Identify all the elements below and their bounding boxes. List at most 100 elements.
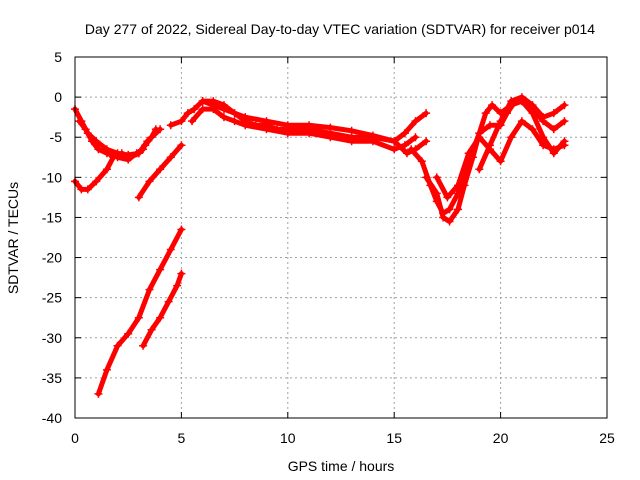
data-point xyxy=(113,153,122,162)
y-tick-label: -10 xyxy=(42,169,62,185)
data-point xyxy=(177,141,186,150)
data-point xyxy=(94,389,103,398)
data-point xyxy=(198,105,207,114)
data-point xyxy=(496,157,505,166)
data-point xyxy=(539,113,548,122)
y-axis-label: SDTVAR / TECUs xyxy=(5,182,21,294)
data-point xyxy=(496,117,505,126)
data-point xyxy=(83,185,92,194)
data-point xyxy=(183,109,192,118)
y-tick-label: -40 xyxy=(42,410,62,426)
series-line xyxy=(140,271,184,349)
data-point xyxy=(177,269,186,278)
series-arc-i xyxy=(198,97,431,158)
data-point xyxy=(139,145,148,154)
data-point xyxy=(390,137,399,146)
data-point xyxy=(92,177,101,186)
data-point xyxy=(481,109,490,118)
data-point xyxy=(305,129,314,138)
axis-ticks: 0 5 10 15 20 25 5 0 -5 -10 -15 -20 -25 -30 -35 -40 xyxy=(42,49,615,446)
series-arc-l xyxy=(432,117,569,202)
y-tick-label: -30 xyxy=(42,330,62,346)
data-point xyxy=(560,141,569,150)
data-point xyxy=(549,125,558,134)
data-point xyxy=(485,121,494,130)
data-point xyxy=(517,93,526,102)
data-point xyxy=(177,117,186,126)
data-point xyxy=(166,153,175,162)
grid-lines xyxy=(75,57,607,418)
data-point xyxy=(402,149,411,158)
data-point xyxy=(507,97,516,106)
y-tick-label: 5 xyxy=(54,49,62,65)
y-tick-label: -5 xyxy=(50,129,63,145)
data-point xyxy=(368,131,377,140)
data-point xyxy=(560,117,569,126)
data-point xyxy=(88,137,97,146)
data-point xyxy=(283,121,292,130)
data-point xyxy=(81,125,90,134)
data-point xyxy=(443,193,452,202)
data-point xyxy=(422,137,431,146)
x-tick-label: 25 xyxy=(599,430,615,446)
data-point xyxy=(188,117,197,126)
x-tick-label: 20 xyxy=(493,430,509,446)
data-point xyxy=(124,329,133,338)
data-point xyxy=(464,149,473,158)
data-point xyxy=(507,133,516,142)
data-point xyxy=(75,117,84,126)
data-point xyxy=(549,109,558,118)
data-point xyxy=(326,133,335,142)
data-point xyxy=(517,117,526,126)
data-point xyxy=(454,181,463,190)
data-point xyxy=(417,157,426,166)
data-point xyxy=(230,117,239,126)
y-tick-label: 0 xyxy=(54,89,62,105)
data-point xyxy=(326,123,335,132)
data-point xyxy=(528,125,537,134)
series-arc-f xyxy=(139,269,186,350)
data-point xyxy=(475,165,484,174)
data-point xyxy=(124,155,133,164)
series-arc-m xyxy=(475,93,569,174)
data-point xyxy=(445,205,454,214)
data-point xyxy=(143,137,152,146)
data-point xyxy=(219,105,228,114)
data-point xyxy=(305,121,314,130)
data-point xyxy=(113,341,122,350)
y-tick-label: -25 xyxy=(42,290,62,306)
data-point xyxy=(132,149,141,158)
plot-frame xyxy=(74,56,608,419)
y-tick-label: -15 xyxy=(42,209,62,225)
data-point xyxy=(134,313,143,322)
data-point xyxy=(166,121,175,130)
data-point xyxy=(445,217,454,226)
data-point xyxy=(539,141,548,150)
data-point xyxy=(145,177,154,186)
data-point xyxy=(347,137,356,146)
data-point xyxy=(454,205,463,214)
data-point xyxy=(262,117,271,126)
series-arc-d xyxy=(134,141,186,202)
data-point xyxy=(156,265,165,274)
data-point xyxy=(190,105,199,114)
data-point xyxy=(156,313,165,322)
data-point xyxy=(439,213,448,222)
x-tick-label: 10 xyxy=(280,430,296,446)
data-point xyxy=(422,109,431,118)
series-arc-h xyxy=(188,105,420,154)
series-arc-c xyxy=(75,117,148,164)
series-line xyxy=(200,98,429,156)
data-point xyxy=(241,113,250,122)
data-point xyxy=(488,101,497,110)
data-point xyxy=(528,101,537,110)
series-layer xyxy=(71,93,569,398)
data-point xyxy=(198,97,207,106)
data-point xyxy=(432,173,441,182)
data-point xyxy=(262,125,271,134)
data-point xyxy=(390,145,399,154)
data-point xyxy=(549,145,558,154)
data-point xyxy=(147,325,156,334)
data-point xyxy=(102,365,111,374)
